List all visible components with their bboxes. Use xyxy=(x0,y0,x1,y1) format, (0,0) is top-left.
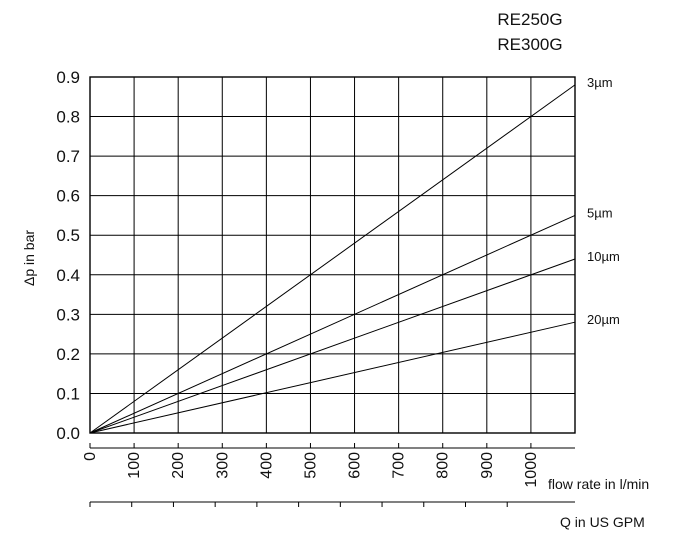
series-line xyxy=(89,84,576,434)
y-tick-label: 0.0 xyxy=(56,424,80,443)
x-tick-label: 0 xyxy=(82,452,99,461)
series-label: 20µm xyxy=(587,312,620,327)
y-tick-label: 0.7 xyxy=(56,147,80,166)
y-tick-label: 0.4 xyxy=(56,266,80,285)
x-tick-label: 300 xyxy=(214,452,231,479)
y-tick-labels: 0.0 0.1 0.2 0.3 0.4 0.5 0.6 0.7 0.8 0.9 xyxy=(56,68,80,443)
y-tick-label: 0.5 xyxy=(56,226,80,245)
series-line xyxy=(89,214,576,434)
y-tick-label: 0.2 xyxy=(56,345,80,364)
y-tick-label: 0.9 xyxy=(56,68,80,87)
series-lines xyxy=(89,84,576,434)
y-axis-label: Δp in bar xyxy=(21,230,37,286)
x-tick-label: 200 xyxy=(170,452,187,479)
series-label: 10µm xyxy=(587,249,620,264)
y-tick-label: 0.6 xyxy=(56,187,80,206)
y-tick-label: 0.1 xyxy=(56,384,80,403)
x-tick-label: 500 xyxy=(302,452,319,479)
y-tick-label: 0.3 xyxy=(56,305,80,324)
x-tick-label: 1000 xyxy=(523,452,540,488)
series-labels: 3µm 5µm 10µm 20µm xyxy=(587,75,620,327)
x-tick-labels: 0 100 200 300 400 500 600 700 800 900 1000 xyxy=(82,443,575,488)
series-line xyxy=(89,321,576,434)
x-tick-label: 100 xyxy=(126,452,143,479)
x-tick-label: 700 xyxy=(391,452,408,479)
x-tick-label: 400 xyxy=(258,452,275,479)
series-label: 5µm xyxy=(587,205,613,220)
series-label: 3µm xyxy=(587,75,613,90)
x2-axis-label: Q in US GPM xyxy=(560,514,645,530)
x-axis-label: flow rate in l/min xyxy=(548,476,649,492)
chart-title-line-2: RE300G xyxy=(497,35,562,54)
chart-title-line-1: RE250G xyxy=(497,10,562,29)
x-tick-label: 600 xyxy=(347,452,364,479)
x-tick-label: 800 xyxy=(435,452,452,479)
series-line xyxy=(89,258,576,434)
y-tick-label: 0.8 xyxy=(56,108,80,127)
x-tick-label: 900 xyxy=(479,452,496,479)
gpm-tick-labels: 50500255075002550 xyxy=(89,501,575,539)
plot-frame xyxy=(89,76,576,434)
grid xyxy=(89,76,576,434)
